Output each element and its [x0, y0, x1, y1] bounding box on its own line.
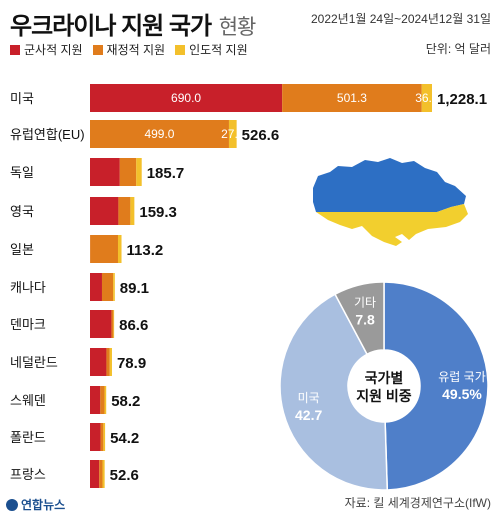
bar-segment-financial	[118, 197, 131, 225]
bar-total-label: 78.9	[117, 355, 146, 372]
legend-swatch-financial	[92, 44, 103, 55]
pie-slice-europe	[383, 281, 489, 491]
bar-segment-military	[90, 197, 119, 225]
category-label: 스웨덴	[10, 393, 46, 408]
logo-mark	[6, 498, 18, 511]
bar-segment-humanitarian	[228, 120, 237, 148]
bar-segment-military	[90, 348, 107, 376]
bar-segment-humanitarian	[136, 158, 142, 186]
category-label: 프랑스	[10, 467, 46, 482]
bar-segment-military	[90, 386, 101, 414]
legend-label-financial: 재정적 지원	[106, 43, 166, 57]
page-title: 우크라이나 지원 국가 현황	[10, 6, 257, 41]
category-label: 폴란드	[10, 430, 46, 445]
segment-value-label: 501.3	[337, 91, 367, 105]
pie-slice-value: 42.7	[295, 407, 322, 423]
bar-total-label: 86.6	[119, 317, 148, 334]
source-note: 자료: 킬 세계경제연구소(IfW)	[344, 496, 491, 510]
category-label: 미국	[10, 91, 34, 106]
bar-total-label: 1,228.1	[437, 91, 487, 108]
bar-segment-military	[90, 423, 101, 451]
bar-segment-military	[90, 158, 120, 186]
bar-total-label: 58.2	[111, 393, 140, 410]
period-label: 2022년1월 24일~2024년12월 31일	[310, 12, 491, 26]
bar-segment-financial	[90, 120, 229, 148]
legend-swatch-humanitarian	[175, 44, 186, 55]
bar-segment-humanitarian	[104, 386, 107, 414]
bar-segment-financial	[282, 84, 422, 112]
segment-value-label: 36.8	[415, 91, 439, 105]
chart-legend: 군사적 지원 재정적 지원 인도적 지원	[10, 41, 248, 58]
donut-hole	[349, 351, 419, 421]
bar-segment-military	[90, 84, 283, 112]
legend-item-financial: 재정적 지원	[92, 41, 166, 58]
legend-label-military: 군사적 지원	[24, 43, 83, 57]
bar-segment-financial	[100, 386, 105, 414]
category-label: 일본	[10, 242, 34, 257]
bar-segment-financial	[99, 460, 103, 488]
bar-segment-humanitarian	[130, 197, 135, 225]
pie-slice-label: 유럽 국가	[438, 370, 486, 384]
bar-total-label: 526.6	[242, 127, 280, 144]
bar-segment-humanitarian	[103, 423, 106, 451]
pie-slice-value: 7.8	[355, 311, 375, 327]
pie-slice-other	[334, 281, 385, 356]
bar-segment-humanitarian	[102, 460, 105, 488]
category-label: 유럽연합(EU)	[10, 127, 85, 142]
logo: 연합뉴스	[6, 496, 65, 513]
ukraine-map-blue	[313, 158, 466, 212]
bar-total-label: 185.7	[147, 165, 185, 182]
bar-total-label: 54.2	[110, 430, 139, 447]
bar-segment-humanitarian	[117, 235, 122, 263]
bar-segment-humanitarian	[113, 273, 115, 301]
segment-value-label: 27.6	[221, 127, 245, 141]
bar-total-label: 52.6	[110, 467, 139, 484]
legend-item-military: 군사적 지원	[10, 41, 83, 58]
pie-slice-label: 미국	[298, 391, 320, 405]
segment-value-label: 690.0	[171, 91, 201, 105]
bar-segment-financial	[90, 235, 118, 263]
bar-segment-military	[90, 273, 102, 301]
segment-value-label: 499.0	[144, 127, 174, 141]
bar-segment-humanitarian	[113, 310, 115, 338]
ukraine-map-yellow	[316, 204, 468, 246]
category-label: 캐나다	[10, 280, 46, 295]
bar-segment-financial	[111, 310, 114, 338]
legend-swatch-military	[10, 44, 20, 55]
bar-total-label: 89.1	[120, 280, 149, 297]
pie-slice-label: 기타	[354, 295, 376, 309]
pie-slice-value: 49.5%	[442, 386, 482, 402]
bar-segment-financial	[100, 423, 104, 451]
category-label: 영국	[10, 204, 34, 219]
bar-segment-financial	[101, 273, 114, 301]
bar-segment-financial	[119, 158, 137, 186]
bar-total-label: 113.2	[127, 242, 164, 259]
bar-total-label: 159.3	[139, 204, 177, 221]
legend-label-humanitarian: 인도적 지원	[189, 43, 248, 57]
title-sub: 현황	[218, 16, 257, 39]
legend-item-humanitarian: 인도적 지원	[175, 41, 248, 58]
bar-segment-financial	[106, 348, 110, 376]
bar-segment-military	[90, 460, 100, 488]
category-label: 독일	[10, 165, 34, 180]
category-label: 덴마크	[10, 317, 46, 332]
bar-segment-humanitarian	[421, 84, 432, 112]
bar-chart: 미국 690.0 501.3 36.81,228.1 유럽연합(EU) 499.0 27.6…	[10, 84, 487, 488]
title-main: 우크라이나 지원 국가	[10, 13, 212, 40]
bar-segment-humanitarian	[109, 348, 112, 376]
donut-center-label: 지원 비중	[356, 388, 412, 404]
logo-text: 연합뉴스	[21, 498, 66, 512]
bar-segment-military	[90, 310, 112, 338]
category-label: 네덜란드	[10, 355, 58, 370]
unit-label: 단위: 억 달러	[425, 42, 491, 56]
donut-center-label: 국가별	[365, 370, 404, 386]
ukraine-map	[313, 158, 468, 246]
